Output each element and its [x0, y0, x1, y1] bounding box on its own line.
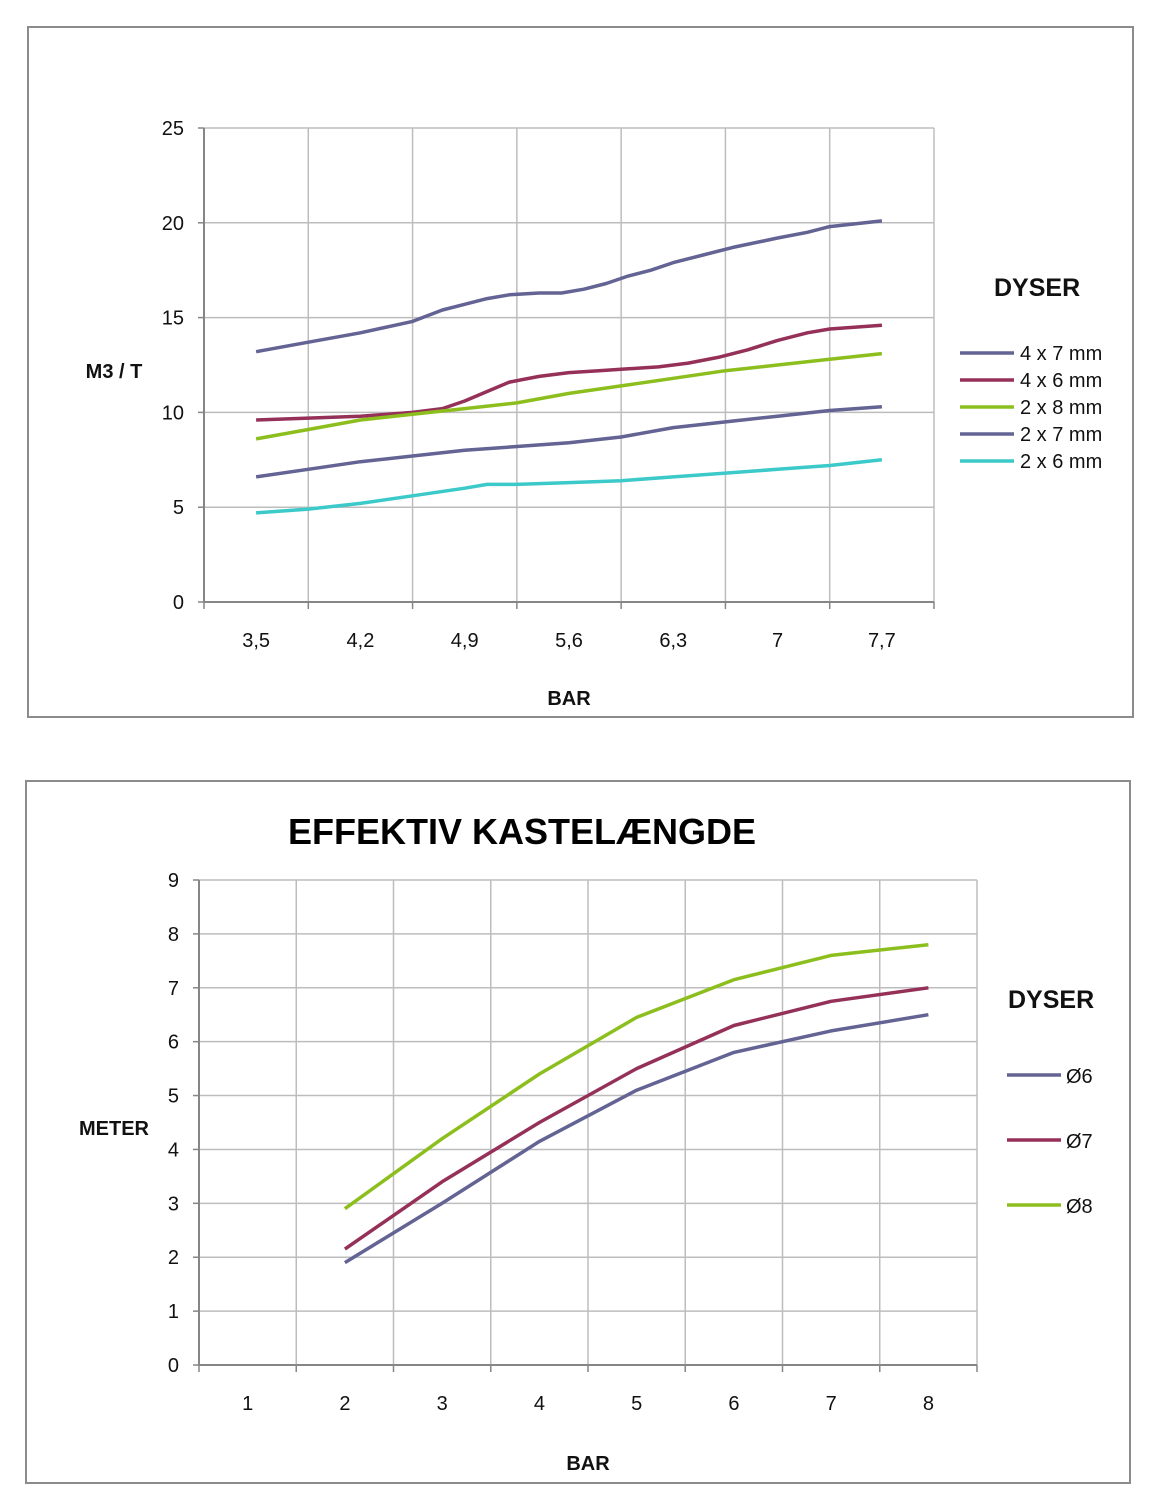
y-tick-label: 5: [168, 1086, 179, 1108]
y-tick-label: 10: [162, 402, 184, 424]
y-tick-label: 5: [173, 497, 184, 519]
y-tick-label: 3: [168, 1193, 179, 1215]
y-tick-label: 8: [168, 924, 179, 946]
y-tick-label: 6: [168, 1032, 179, 1054]
legend-label: 4 x 7 mm: [1020, 343, 1102, 365]
series-line-5: [255, 458, 883, 515]
x-tick-label: 2: [339, 1393, 350, 1415]
x-tick-label: 1: [242, 1393, 253, 1415]
x-tick-label: 6: [728, 1393, 739, 1415]
x-tick-label: 5: [631, 1393, 642, 1415]
series-line-2: [343, 986, 929, 1251]
chart-title: EFFEKTIV KASTELÆNGDE: [288, 811, 756, 852]
series-line-1: [255, 219, 883, 354]
y-tick-label: 1: [168, 1301, 179, 1323]
x-tick-label: 4: [534, 1393, 545, 1415]
x-tick-label: 3: [437, 1393, 448, 1415]
y-tick-label: 2: [168, 1247, 179, 1269]
flow-rate-chart: 0 5 10 15 20 25 3,5 4,2 4,9 5,6 6,3 7 7,7 BAR M3 / T DY…: [86, 118, 1103, 710]
x-tick-label: 4,9: [451, 630, 479, 652]
legend-title: DYSER: [1008, 986, 1094, 1014]
series-line-3: [255, 351, 883, 441]
legend-title: DYSER: [994, 274, 1080, 302]
throw-length-chart: EFFEKTIV KASTELÆNGDE 0 1 2 3 4 5 6 7 8 9 1 2 3 4 5 6 7 8 BA…: [79, 811, 1094, 1475]
y-tick-label: 0: [168, 1355, 179, 1377]
x-tick-label: 7: [826, 1393, 837, 1415]
legend-label: Ø7: [1066, 1131, 1093, 1153]
y-tick-label: 0: [173, 592, 184, 614]
legend-label: 2 x 8 mm: [1020, 397, 1102, 419]
series-line-2: [256, 323, 883, 422]
series-line-4: [255, 404, 883, 479]
x-tick-label: 6,3: [659, 630, 687, 652]
throw-length-chart-panel: EFFEKTIV KASTELÆNGDE 0 1 2 3 4 5 6 7 8 9 1 2 3 4 5 6 7 8 BA…: [25, 780, 1131, 1484]
y-tick-label: 4: [168, 1139, 179, 1161]
x-tick-label: 7,7: [868, 630, 896, 652]
y-tick-label: 7: [168, 978, 179, 1000]
series-line-3: [343, 942, 929, 1211]
legend-label: Ø6: [1066, 1066, 1093, 1088]
x-tick-label: 5,6: [555, 630, 583, 652]
legend-label: 2 x 6 mm: [1020, 451, 1102, 473]
legend-label: 2 x 7 mm: [1020, 424, 1102, 446]
x-tick-label: 4,2: [347, 630, 375, 652]
y-axis-title: M3 / T: [86, 361, 143, 383]
y-axis-title: METER: [79, 1118, 150, 1140]
legend-label: 4 x 6 mm: [1020, 370, 1102, 392]
legend-label: Ø8: [1066, 1196, 1093, 1218]
series-line-1: [343, 1012, 929, 1265]
flow-rate-chart-panel: 0 5 10 15 20 25 3,5 4,2 4,9 5,6 6,3 7 7,7 BAR M3 / T DY…: [27, 26, 1134, 718]
y-tick-label: 15: [162, 308, 184, 330]
y-tick-label: 25: [162, 118, 184, 140]
x-tick-label: 7: [772, 630, 783, 652]
y-tick-label: 9: [168, 870, 179, 892]
x-axis-title: BAR: [566, 1453, 610, 1475]
x-tick-label: 8: [923, 1393, 934, 1415]
y-tick-label: 20: [162, 213, 184, 235]
x-tick-label: 3,5: [242, 630, 270, 652]
x-axis-title: BAR: [547, 688, 591, 710]
